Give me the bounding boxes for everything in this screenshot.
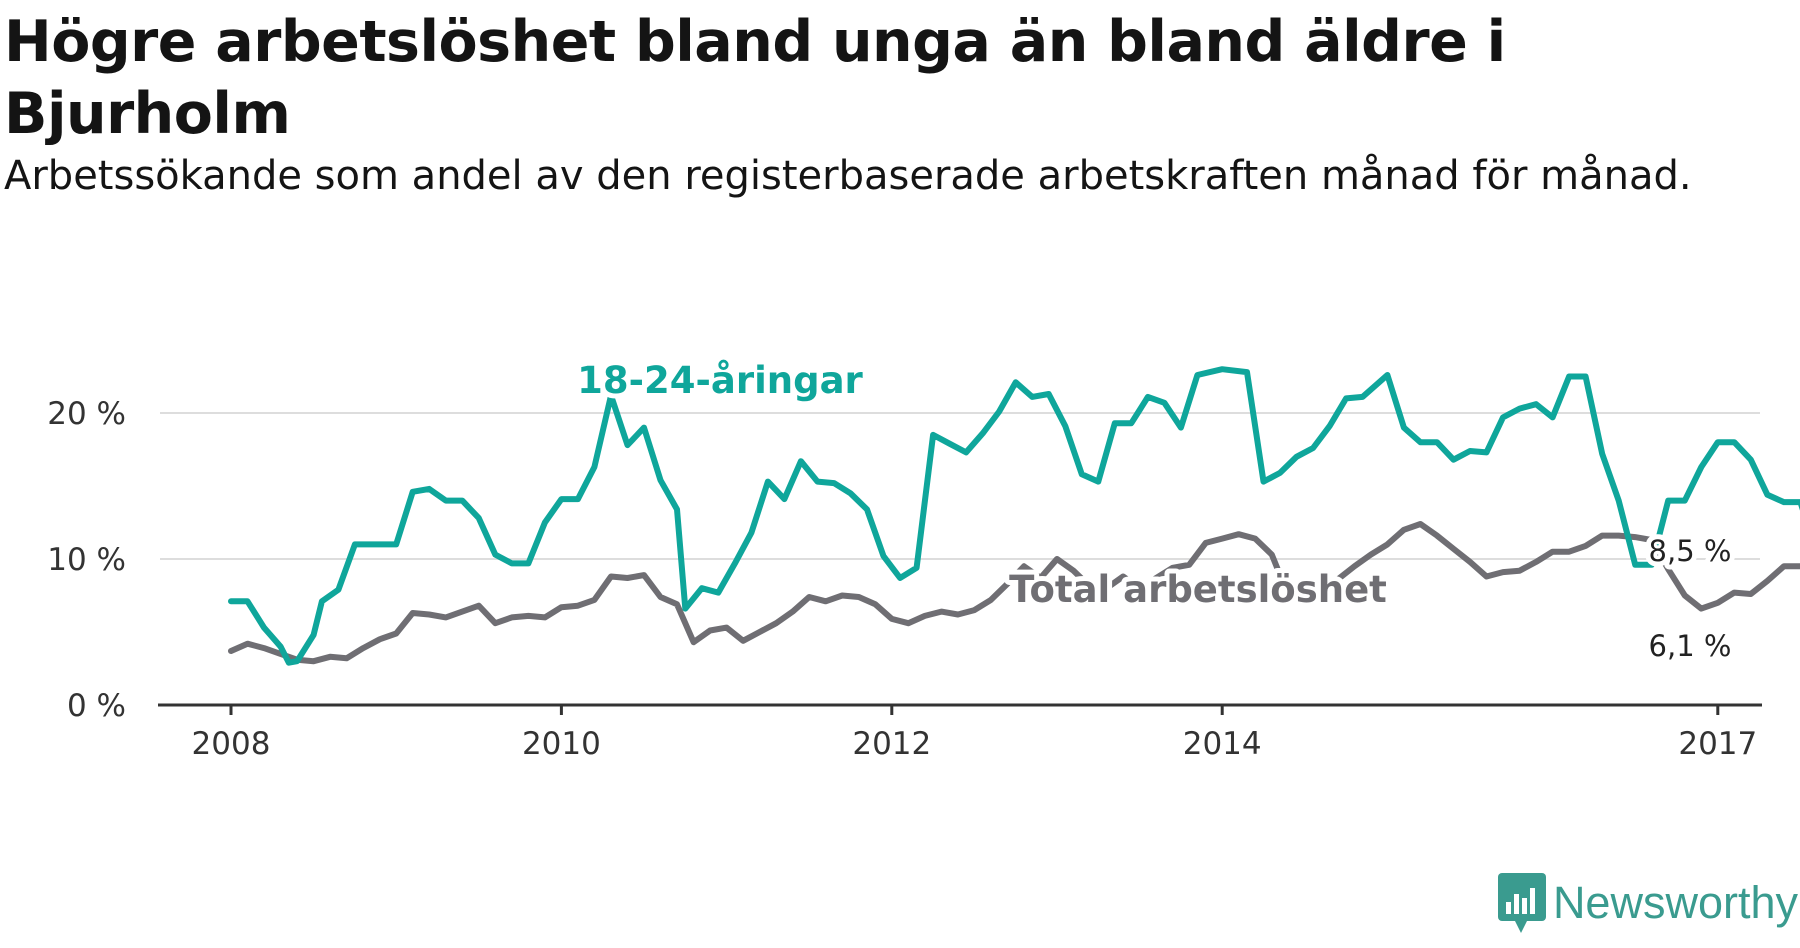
youth-series-label: 18-24-åringar: [577, 359, 863, 402]
x-tick-label: 2012: [852, 726, 931, 762]
newsworthy-logo-text: Newsworthy: [1552, 877, 1798, 928]
total-series-line: [228, 521, 1800, 665]
total-end-label-halo: 6,1 %: [1649, 629, 1732, 663]
newsworthy-logo-icon: [1497, 873, 1546, 933]
youth-end-label: 8,5 %: [1649, 534, 1732, 568]
chart-subtitle: Arbetssökande som andel av den registerb…: [4, 153, 1692, 199]
y-axis-ticks: 0 % 10 % 20 %: [47, 396, 126, 724]
total-series-label-halo: Total arbetslöshet: [1009, 568, 1387, 611]
x-tick-label: 2014: [1183, 726, 1262, 762]
youth-series-line: [228, 366, 1800, 666]
line-chart: 0 %10 %20 % 2008201020122014201720192021…: [47, 354, 1800, 762]
y-tick-label: 20 %: [47, 396, 126, 432]
newsworthy-logo[interactable]: Newsworthy: [1497, 858, 1798, 948]
y-tick-label: 0 %: [67, 688, 126, 724]
total-end-label: 6,1 %: [1649, 629, 1732, 663]
x-tick-label: 2010: [522, 726, 601, 762]
x-axis: 200820102012201420172019202120232025: [158, 703, 1762, 762]
series-lines: [228, 366, 1800, 666]
youth-end-label-halo: 8,5 %: [1649, 534, 1732, 568]
chart-title: Högre arbetslöshet bland unga än bland ä…: [4, 9, 1506, 147]
x-tick-label: 2008: [192, 726, 271, 762]
y-tick-label: 10 %: [47, 542, 126, 578]
youth-series-label-halo: 18-24-åringar: [577, 359, 863, 402]
grid-lines: [160, 412, 1760, 560]
total-series-label: Total arbetslöshet: [1009, 568, 1387, 611]
x-tick-label: 2017: [1678, 726, 1757, 762]
